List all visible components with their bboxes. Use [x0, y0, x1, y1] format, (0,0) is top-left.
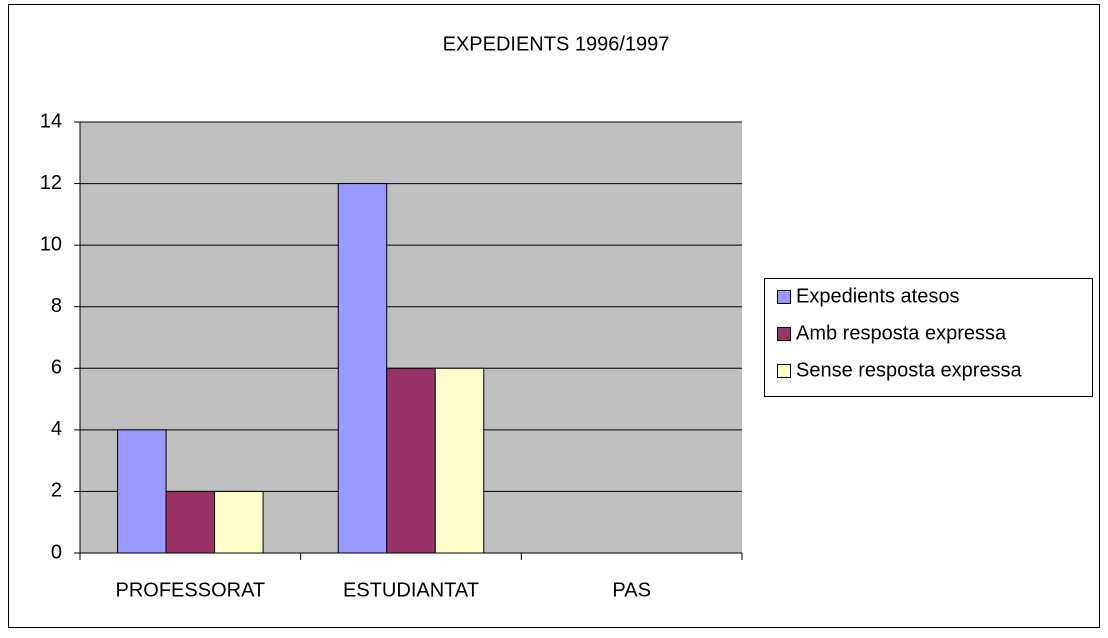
bar	[117, 429, 167, 554]
y-tick-label: 10	[40, 233, 62, 255]
y-tick-label: 6	[51, 357, 62, 379]
bar	[337, 183, 388, 554]
x-tick-label: PAS	[612, 579, 651, 601]
bar	[165, 490, 216, 554]
x-tick-label: PROFESSORAT	[116, 579, 266, 601]
x-tick-label: ESTUDIANTAT	[343, 579, 479, 601]
chart-title: EXPEDIENTS 1996/1997	[443, 33, 670, 55]
legend-swatch	[777, 327, 791, 341]
legend-swatch	[777, 290, 791, 304]
y-tick-label: 0	[51, 541, 62, 563]
bar	[386, 367, 436, 554]
y-tick-label: 8	[51, 295, 62, 317]
legend-box	[764, 278, 1093, 397]
legend-swatch	[777, 364, 791, 378]
y-tick-label: 4	[51, 418, 62, 440]
y-tick-label: 12	[40, 172, 62, 194]
legend-label: Sense resposta expressa	[796, 359, 1023, 381]
y-tick-label: 2	[51, 480, 62, 502]
legend-label: Amb resposta expressa	[796, 322, 1007, 344]
bar	[214, 490, 264, 554]
legend-label: Expedients atesos	[796, 285, 959, 307]
bar	[434, 367, 485, 554]
y-tick-label: 14	[40, 110, 62, 132]
